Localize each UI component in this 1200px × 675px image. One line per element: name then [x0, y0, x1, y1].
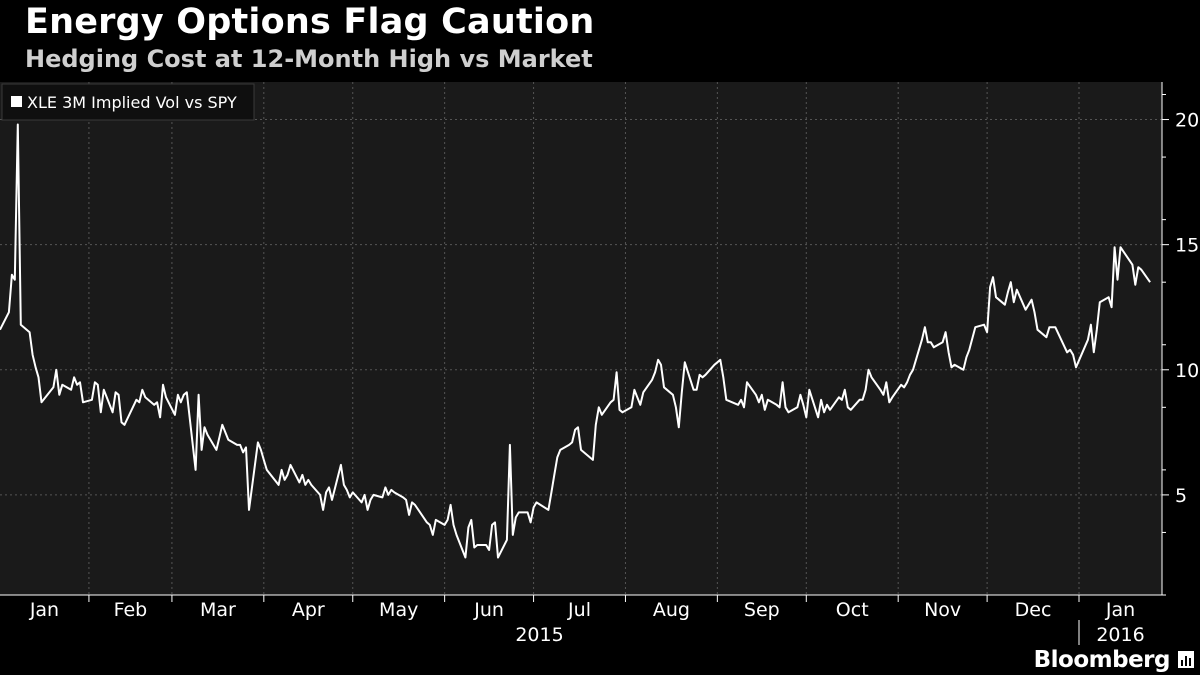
- x-tick-label: Mar: [200, 599, 236, 621]
- x-tick-label: Dec: [1015, 599, 1052, 621]
- x-year-label: 2016: [1096, 624, 1144, 646]
- x-tick-label: Apr: [292, 599, 325, 621]
- x-tick-label: Jan: [29, 599, 59, 621]
- chart-subtitle: Hedging Cost at 12-Month High vs Market: [25, 45, 593, 73]
- line-chart: 5 10 15 20 Jan Feb Mar Apr May Jun Jul Aug Sep Oct Nov…: [0, 82, 1199, 646]
- axes: 5 10 15 20 Jan Feb Mar Apr May Jun Jul Aug Sep Oct Nov…: [0, 82, 1199, 646]
- x-tick-label: Sep: [744, 599, 780, 621]
- x-tick-label: Aug: [653, 599, 690, 621]
- x-tick-label: Feb: [114, 599, 148, 621]
- y-tick-label: 20: [1175, 110, 1199, 132]
- x-tick-label: Jul: [567, 599, 591, 621]
- legend-swatch: [11, 96, 22, 107]
- gridlines: [0, 82, 1162, 595]
- y-tick-label: 5: [1175, 485, 1187, 507]
- y-tick-label: 15: [1175, 235, 1199, 257]
- legend: XLE 3M Implied Vol vs SPY: [1, 83, 255, 121]
- plot-area: [0, 82, 1162, 595]
- x-tick-label: Jun: [473, 599, 504, 621]
- x-tick-label: Oct: [836, 599, 869, 621]
- bloomberg-logo-text: Bloomberg: [1033, 647, 1171, 673]
- x-tick-label: May: [379, 599, 418, 621]
- y-tick-label: 10: [1175, 360, 1199, 382]
- legend-box: [1, 83, 255, 121]
- legend-label: XLE 3M Implied Vol vs SPY: [27, 93, 237, 112]
- x-tick-label: Nov: [924, 599, 961, 621]
- x-tick-label: Jan: [1105, 599, 1135, 621]
- chart-title: Energy Options Flag Caution: [25, 2, 595, 42]
- bloomberg-logo-icon: [1178, 651, 1194, 668]
- series-line-xle-3m-implied-vol-vs-spy: [0, 123, 1151, 559]
- x-year-label: 2015: [515, 624, 563, 646]
